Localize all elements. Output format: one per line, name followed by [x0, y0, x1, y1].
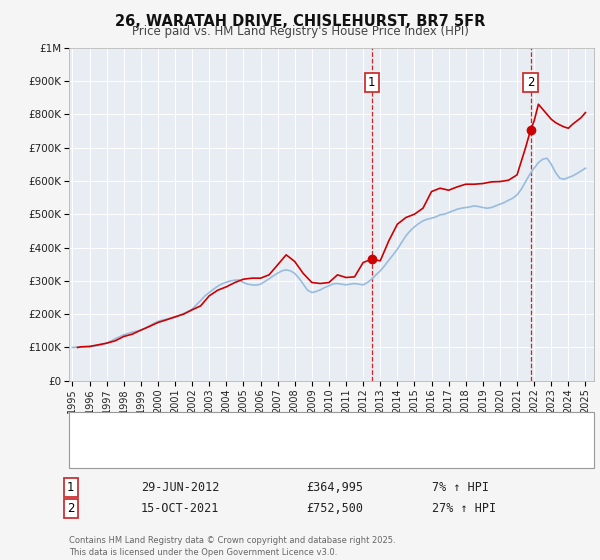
Text: 29-JUN-2012: 29-JUN-2012: [141, 480, 220, 494]
Text: £752,500: £752,500: [306, 502, 363, 515]
Text: £364,995: £364,995: [306, 480, 363, 494]
Text: HPI: Average price, semi-detached house, Bromley: HPI: Average price, semi-detached house,…: [121, 447, 386, 457]
Text: 1: 1: [67, 480, 74, 494]
Text: Contains HM Land Registry data © Crown copyright and database right 2025.
This d: Contains HM Land Registry data © Crown c…: [69, 536, 395, 557]
Text: 2: 2: [527, 76, 535, 89]
Text: 15-OCT-2021: 15-OCT-2021: [141, 502, 220, 515]
Text: 1: 1: [368, 76, 376, 89]
Text: 26, WARATAH DRIVE, CHISLEHURST, BR7 5FR (semi-detached house): 26, WARATAH DRIVE, CHISLEHURST, BR7 5FR …: [121, 422, 479, 432]
Text: 2: 2: [67, 502, 74, 515]
Text: 7% ↑ HPI: 7% ↑ HPI: [432, 480, 489, 494]
Text: 27% ↑ HPI: 27% ↑ HPI: [432, 502, 496, 515]
Text: 26, WARATAH DRIVE, CHISLEHURST, BR7 5FR: 26, WARATAH DRIVE, CHISLEHURST, BR7 5FR: [115, 14, 485, 29]
Text: Price paid vs. HM Land Registry's House Price Index (HPI): Price paid vs. HM Land Registry's House …: [131, 25, 469, 38]
FancyBboxPatch shape: [69, 412, 594, 468]
